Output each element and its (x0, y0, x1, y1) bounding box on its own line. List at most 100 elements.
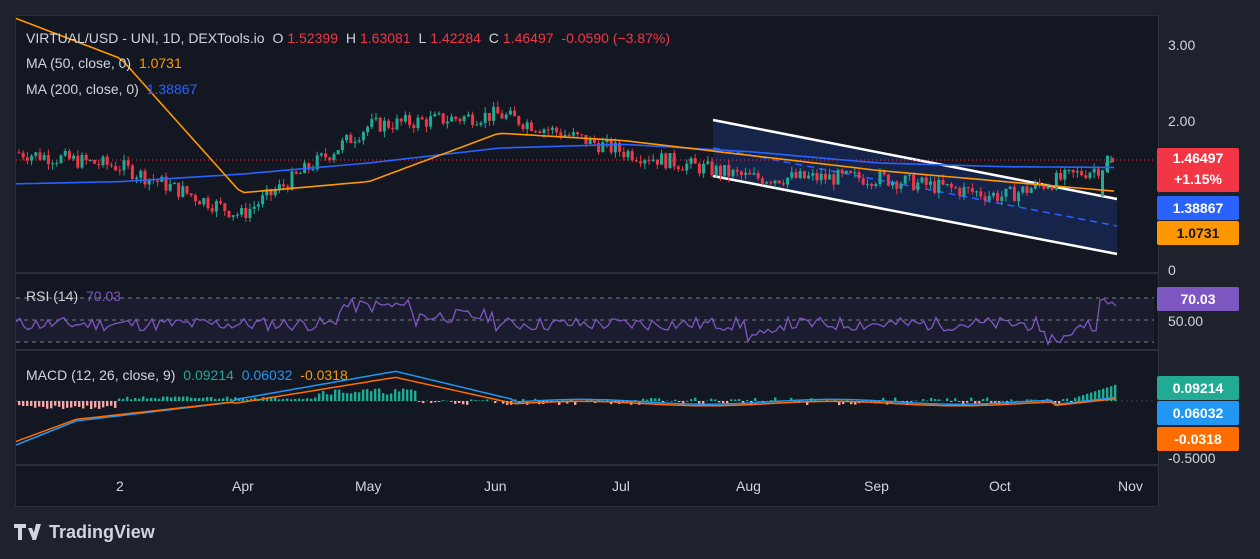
macd-hist-bar (382, 393, 385, 401)
candle-body (265, 189, 269, 196)
candle-body (811, 173, 815, 176)
candle-body (899, 183, 903, 189)
candle-body (454, 116, 458, 119)
last-price-pct: +1.15% (1174, 171, 1222, 187)
candle-body (983, 196, 987, 201)
rsi-line (16, 297, 1117, 347)
rsi-legend[interactable]: RSI (14) 70.03 (26, 288, 125, 304)
candle-body (387, 120, 391, 128)
macd-hist-bar (566, 401, 569, 404)
macd-hist-bar (158, 398, 161, 401)
macd-hist-bar (114, 401, 117, 408)
candle-body (1096, 168, 1100, 176)
macd-hist-bar (514, 399, 517, 401)
macd-hist-bar (18, 401, 21, 406)
candle-body (886, 174, 890, 186)
macd-hist-bar (882, 397, 885, 401)
macd-hist-bar (202, 397, 205, 401)
macd-hist-bar (462, 401, 465, 405)
chart-canvas[interactable] (16, 16, 1158, 506)
ma50-value: 1.0731 (138, 55, 182, 71)
candle-body (567, 134, 571, 136)
candle-body (882, 171, 886, 175)
candle-body (248, 208, 252, 218)
candle-body (802, 171, 806, 179)
tradingview-logo[interactable]: TradingView (14, 522, 155, 543)
candle-body (126, 160, 130, 166)
macd-hist-bar (330, 394, 333, 401)
macd-hist-bar (754, 398, 757, 401)
candle-body (1008, 186, 1012, 189)
candle-body (622, 151, 626, 158)
macd-hist-bar (122, 398, 125, 401)
macd-hist-bar (826, 399, 829, 401)
candle-body (962, 187, 966, 196)
candle-body (172, 182, 176, 184)
candle-body (676, 166, 680, 170)
ma50-line (16, 17, 1115, 194)
macd-hist-value: -0.0318 (300, 367, 348, 383)
candle-body (949, 183, 953, 188)
last-price: 1.46497 (1172, 150, 1224, 166)
tradingview-wordmark: TradingView (49, 522, 155, 542)
candle-body (122, 160, 126, 171)
macd-hist-bar (450, 401, 453, 402)
candle-body (693, 158, 697, 164)
candle-body (769, 182, 773, 184)
macd-hist-bar (22, 401, 25, 407)
tradingview-icon (14, 524, 41, 540)
macd-hist-bar (854, 401, 857, 405)
close-label: C (488, 30, 499, 46)
macd-hist-bar (214, 398, 217, 401)
macd-hist-bar (74, 401, 77, 407)
candle-body (97, 163, 101, 166)
macd-tick-neg: -0.5000 (1168, 450, 1216, 466)
macd-hist-bar (314, 397, 317, 401)
candle-body (874, 184, 878, 187)
macd-hist-bar (150, 397, 153, 401)
macd-hist-bar (418, 401, 421, 402)
macd-hist-bar (962, 401, 965, 405)
candle-body (865, 183, 869, 185)
candle-body (672, 153, 676, 167)
ma200-legend[interactable]: MA (200, close, 0) 1.38867 (26, 81, 201, 97)
candle-body (483, 112, 487, 123)
macd-hist-bar (102, 401, 105, 408)
candle-body (42, 155, 46, 160)
candle-body (945, 183, 949, 185)
macd-legend[interactable]: MACD (12, 26, close, 9) 0.09214 0.06032 … (26, 367, 352, 383)
macd-hist-bar (26, 401, 29, 407)
candle-body (1088, 172, 1092, 179)
y-tick-0: 0 (1168, 262, 1176, 278)
candle-body (450, 116, 454, 122)
macd-hist-bar (722, 401, 725, 404)
macd-hist-bar (1114, 384, 1117, 401)
candle-body (1071, 169, 1075, 173)
candle-body (790, 172, 794, 178)
macd-hist-bar (338, 389, 341, 401)
candle-body (420, 117, 424, 120)
macd-hist-bar (1090, 392, 1093, 401)
candle-body (832, 174, 836, 185)
macd-hist-bar (470, 399, 473, 401)
macd-hist-bar (546, 401, 549, 402)
candle-body (853, 172, 857, 174)
candle-body (975, 191, 979, 193)
macd-hist-bar (966, 401, 969, 403)
candle-body (723, 165, 727, 176)
macd-hist-bar (118, 398, 121, 401)
rsi-label: RSI (14) (26, 288, 79, 304)
macd-hist-bar (346, 393, 349, 401)
candle-body (529, 122, 533, 131)
macd-hist-bar (266, 397, 269, 401)
candle-body (307, 163, 311, 170)
candle-body (525, 122, 529, 129)
macd-hist-bar (110, 401, 113, 406)
ma50-legend[interactable]: MA (50, close, 0) 1.0731 (26, 55, 186, 71)
macd-hist-bar (506, 401, 509, 405)
macd-hist-bar (210, 397, 213, 401)
candle-body (181, 186, 185, 197)
candle-body (1021, 186, 1025, 193)
hist-price-box: -0.0318 (1157, 427, 1239, 451)
macd-hist-bar (1026, 399, 1029, 401)
